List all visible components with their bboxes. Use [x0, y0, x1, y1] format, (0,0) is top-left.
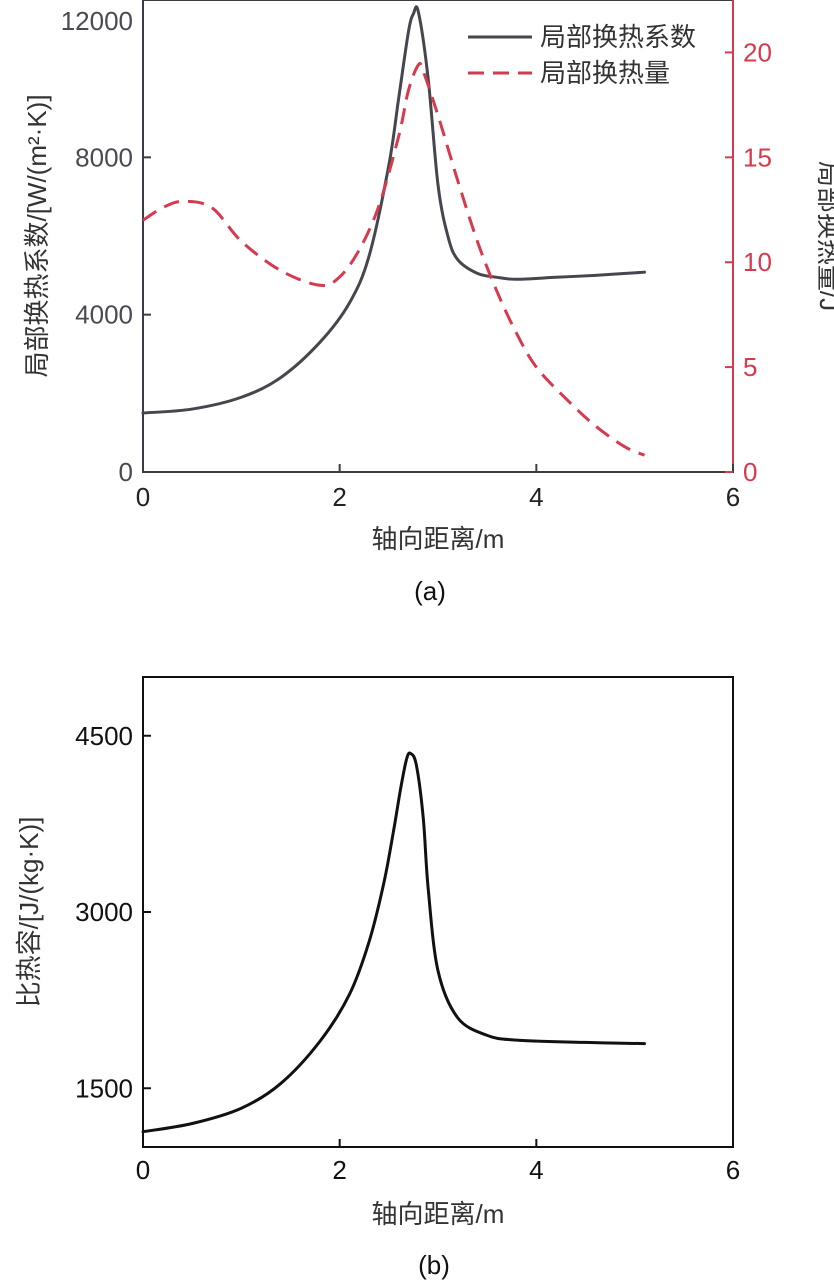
x-tick-label-a: 0 — [136, 482, 150, 512]
heat-quantity-line — [142, 61, 646, 457]
caption-a: (a) — [414, 576, 446, 606]
y-tick-label-right-a: 10 — [743, 247, 772, 277]
x-tick-label-a: 6 — [726, 482, 740, 512]
series-group-b — [141, 751, 646, 1134]
y-tick-label-right-a: 20 — [743, 37, 772, 67]
x-tick-label-b: 2 — [332, 1155, 346, 1185]
legend: 局部换热系数 局部换热量 — [468, 22, 696, 88]
x-tick-label-b: 0 — [136, 1155, 150, 1185]
y-tick-label-left-a: 12000 — [61, 6, 133, 36]
legend-label-coefficient: 局部换热系数 — [540, 22, 696, 52]
y-tick-label-right-a: 5 — [743, 352, 757, 382]
x-ticks-b: 0 2 4 6 — [136, 1139, 740, 1185]
caption-b: (b) — [418, 1250, 450, 1280]
legend-label-heat: 局部换热量 — [540, 58, 670, 88]
y-ticks-b: 1500 3000 4500 — [75, 721, 151, 1103]
y-tick-label-b: 1500 — [75, 1073, 133, 1103]
y-tick-label-left-a: 0 — [119, 457, 133, 487]
heat-coefficient-line — [141, 5, 646, 415]
y-tick-label-left-a: 8000 — [75, 142, 133, 172]
x-tick-label-b: 6 — [726, 1155, 740, 1185]
y-axis-label-right-a: 局部换热量/J — [814, 161, 834, 311]
y-ticks-left-a: 0 4000 8000 12000 — [61, 0, 151, 487]
x-tick-label-a: 2 — [332, 482, 346, 512]
x-tick-label-a: 4 — [529, 482, 543, 512]
x-axis-label-a: 轴向距离/m — [372, 524, 505, 554]
plot-frame-b — [142, 676, 734, 1148]
y-axis-label-left-a: 局部换热系数/[W/(m²·K)] — [22, 94, 52, 377]
y-tick-label-b: 4500 — [75, 721, 133, 751]
chart-a: 0 2 4 6 0 4000 8000 12000 0 5 10 15 20 轴向距离/m 局部换热… — [22, 0, 834, 606]
specific-heat-line — [141, 751, 646, 1134]
series-group-a — [141, 5, 646, 457]
y-axis-label-b: 比热容/[J/(kg·K)] — [14, 817, 44, 1008]
x-tick-label-b: 4 — [529, 1155, 543, 1185]
x-axis-label-b: 轴向距离/m — [372, 1199, 505, 1229]
y-tick-label-right-a: 0 — [743, 457, 757, 487]
y-tick-label-b: 3000 — [75, 897, 133, 927]
y-tick-label-right-a: 15 — [743, 142, 772, 172]
y-ticks-right-a: 0 5 10 15 20 — [725, 37, 772, 487]
x-ticks-a: 0 2 4 6 — [136, 464, 740, 512]
y-tick-label-left-a: 4000 — [75, 300, 133, 330]
